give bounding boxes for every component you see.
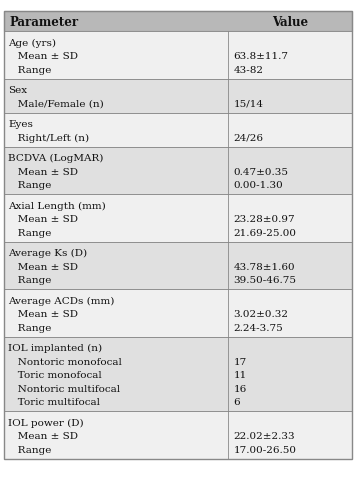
Text: BCDVA (LogMAR): BCDVA (LogMAR) (8, 154, 103, 163)
Text: 23.28±0.97: 23.28±0.97 (234, 215, 295, 224)
Bar (4, 113, 352, 147)
Text: Range: Range (8, 276, 51, 285)
Text: Mean ± SD: Mean ± SD (8, 432, 78, 440)
Bar (4, 289, 352, 337)
Text: 39.50-46.75: 39.50-46.75 (234, 276, 297, 285)
Bar (4, 147, 352, 195)
Text: Toric multifocal: Toric multifocal (8, 397, 100, 407)
Text: Nontoric multifocal: Nontoric multifocal (8, 384, 120, 393)
Text: Sex: Sex (8, 86, 27, 95)
Bar (4, 242, 352, 289)
Text: 43-82: 43-82 (234, 66, 263, 75)
Text: 0.47±0.35: 0.47±0.35 (234, 167, 288, 177)
Text: IOL implanted (n): IOL implanted (n) (8, 344, 102, 353)
Text: IOL power (D): IOL power (D) (8, 418, 84, 427)
Text: 17.00-26.50: 17.00-26.50 (234, 445, 297, 454)
Text: Mean ± SD: Mean ± SD (8, 310, 78, 319)
Text: 15/14: 15/14 (234, 100, 263, 109)
Text: Average ACDs (mm): Average ACDs (mm) (8, 296, 114, 305)
Text: 43.78±1.60: 43.78±1.60 (234, 262, 295, 272)
Text: Age (yrs): Age (yrs) (8, 39, 56, 48)
Text: 3.02±0.32: 3.02±0.32 (234, 310, 288, 319)
Bar (4, 79, 352, 113)
Text: 24/26: 24/26 (234, 134, 263, 143)
Text: 17: 17 (234, 357, 247, 366)
Text: 16: 16 (234, 384, 247, 393)
Text: Male/Female (n): Male/Female (n) (8, 100, 104, 109)
Text: Range: Range (8, 66, 51, 75)
Text: Range: Range (8, 181, 51, 190)
Text: 21.69-25.00: 21.69-25.00 (234, 228, 297, 238)
Bar (4, 32, 352, 79)
Text: 22.02±2.33: 22.02±2.33 (234, 432, 295, 440)
Text: Mean ± SD: Mean ± SD (8, 52, 78, 61)
Text: Axial Length (mm): Axial Length (mm) (8, 201, 106, 211)
Bar (4, 195, 352, 242)
Text: 2.24-3.75: 2.24-3.75 (234, 323, 283, 332)
Text: 11: 11 (234, 371, 247, 379)
Bar (4, 12, 352, 32)
Text: Toric monofocal: Toric monofocal (8, 371, 102, 379)
Text: Nontoric monofocal: Nontoric monofocal (8, 357, 122, 366)
Text: 63.8±11.7: 63.8±11.7 (234, 52, 288, 61)
Text: Average Ks (D): Average Ks (D) (8, 249, 87, 258)
Bar (4, 337, 352, 411)
Text: Range: Range (8, 445, 51, 454)
Text: Mean ± SD: Mean ± SD (8, 167, 78, 177)
Text: Eyes: Eyes (8, 120, 33, 129)
Text: 6: 6 (234, 397, 240, 407)
Text: Value: Value (272, 15, 308, 29)
Text: 0.00-1.30: 0.00-1.30 (234, 181, 283, 190)
Text: Range: Range (8, 228, 51, 238)
Text: Parameter: Parameter (9, 15, 78, 29)
Text: Range: Range (8, 323, 51, 332)
Text: Right/Left (n): Right/Left (n) (8, 134, 89, 143)
Text: Mean ± SD: Mean ± SD (8, 262, 78, 272)
Bar (4, 411, 352, 458)
Text: Mean ± SD: Mean ± SD (8, 215, 78, 224)
